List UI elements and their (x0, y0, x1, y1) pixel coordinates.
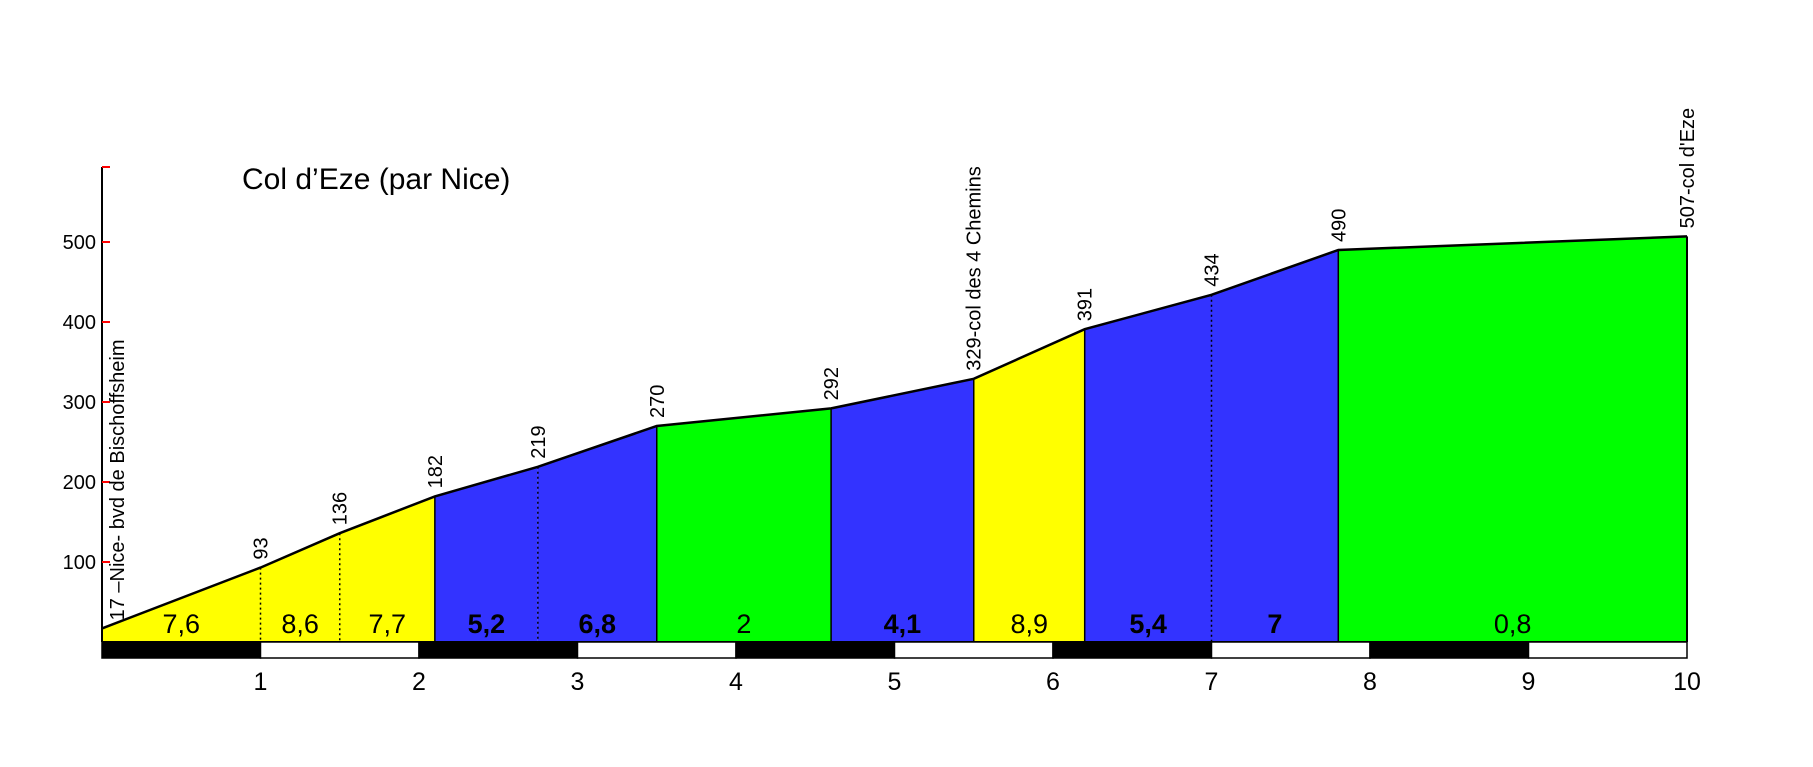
x-tick-label: 1 (254, 668, 268, 696)
gradient-label: 4,1 (884, 609, 922, 639)
altitude-label: 93 (251, 537, 273, 559)
gradient-label: 8,6 (281, 609, 319, 639)
y-tick-label: 500 (63, 232, 96, 254)
chart-title: Col d’Eze (par Nice) (242, 163, 510, 196)
segment-areas (102, 236, 1687, 642)
km-bar-segment (259, 641, 420, 659)
y-tick-label: 400 (63, 312, 96, 334)
x-tick-label: 5 (888, 668, 902, 696)
segment-area (831, 378, 974, 642)
gradient-label: 2 (736, 609, 751, 639)
km-bar-segment (1210, 641, 1371, 659)
segment-area (1338, 236, 1687, 642)
altitude-label: 270 (647, 385, 669, 418)
gradient-label: 5,2 (468, 609, 506, 639)
x-tick-label: 7 (1205, 668, 1219, 696)
x-tick-label: 10 (1673, 668, 1701, 696)
km-bar-segment (1527, 641, 1688, 659)
km-bar-segment (1369, 641, 1530, 659)
x-tick-label: 3 (571, 668, 585, 696)
altitude-label: 507-col d'Eze (1677, 108, 1699, 229)
altitude-label: 17 –Nice- bvd de Bischoffsheim (107, 340, 129, 621)
segment-area (537, 426, 657, 642)
y-axis: 100 200 300 400 500 (63, 166, 110, 642)
segment-area (1211, 250, 1339, 642)
profile-line (101, 235, 1688, 630)
altitude-label: 434 (1202, 253, 1224, 286)
km-bar-segment (1052, 641, 1213, 659)
x-axis: 1 2 3 4 5 6 7 8 9 10 (101, 641, 1701, 696)
altitude-label: 292 (821, 367, 843, 400)
segment-area (434, 466, 538, 642)
y-tick-label: 200 (63, 472, 96, 494)
km-bar-segment (418, 641, 579, 659)
altitude-label: 182 (425, 455, 447, 488)
x-tick-label: 6 (1046, 668, 1060, 696)
gradient-label: 5,4 (1129, 609, 1167, 639)
segment-area (339, 496, 435, 642)
y-tick-label: 300 (63, 392, 96, 414)
altitude-label: 219 (528, 425, 550, 458)
gradient-label: 6,8 (579, 609, 617, 639)
x-tick-label: 4 (729, 668, 743, 696)
gradient-labels: 7,6 8,6 7,7 5,2 6,8 2 4,1 8,9 5,4 7 0,8 (162, 609, 1531, 639)
segment-area (1084, 294, 1212, 642)
gradient-label: 0,8 (1494, 609, 1532, 639)
gradient-label: 7 (1267, 609, 1282, 639)
x-tick-label: 9 (1522, 668, 1536, 696)
segment-dividers (259, 250, 1340, 642)
segment-area (102, 567, 261, 642)
segment-area (973, 329, 1085, 642)
profile-line-group (101, 235, 1688, 642)
gradient-label: 8,9 (1010, 609, 1048, 639)
x-tick-label: 2 (412, 668, 426, 696)
segment-area (656, 408, 832, 642)
km-bar-segment (576, 641, 737, 659)
km-bar-segment (893, 641, 1054, 659)
altitude-label: 490 (1328, 209, 1350, 242)
x-tick-label: 8 (1363, 668, 1377, 696)
km-bar-segment (101, 641, 262, 659)
gradient-label: 7,7 (369, 609, 407, 639)
km-bar-segment (735, 641, 896, 659)
altitude-label: 391 (1075, 288, 1097, 321)
segment-area (260, 533, 340, 642)
y-tick-label: 100 (63, 552, 96, 574)
altitude-label: 329-col des 4 Chemins (964, 166, 986, 371)
altitude-label: 136 (330, 492, 352, 525)
altitude-labels: 17 –Nice- bvd de Bischoffsheim 93 136 182 21… (107, 108, 1699, 621)
gradient-label: 7,6 (162, 609, 200, 639)
